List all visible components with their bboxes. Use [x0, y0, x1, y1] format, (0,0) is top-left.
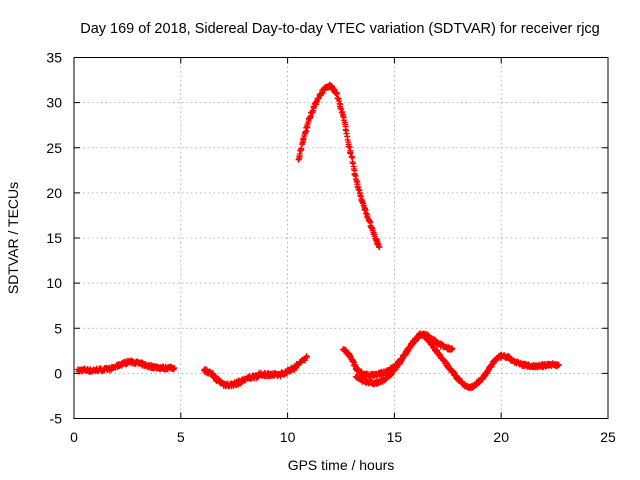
data-point: [345, 143, 352, 150]
series-arc-1: [74, 357, 178, 375]
data-point: [170, 366, 177, 373]
x-tick-label: 0: [70, 429, 78, 445]
data-point: [352, 362, 359, 369]
data-point: [417, 330, 424, 337]
series-arc-3: [295, 81, 383, 251]
y-tick-label: 5: [54, 320, 62, 336]
data-point: [555, 362, 562, 369]
data-point: [347, 150, 354, 157]
data-point: [303, 354, 310, 361]
x-tick-label: 15: [387, 429, 403, 445]
x-tick-label: 20: [493, 429, 509, 445]
data-point: [298, 145, 305, 152]
y-tick-label: 30: [46, 95, 62, 111]
data-point: [307, 114, 314, 121]
x-tick-label: 5: [177, 429, 185, 445]
data-point: [355, 186, 362, 193]
y-tick-label: -5: [50, 411, 63, 427]
data-point: [363, 210, 370, 217]
series-arc-6: [421, 332, 562, 392]
data-point: [429, 340, 436, 347]
grid: [74, 57, 608, 419]
y-tick-label: 25: [46, 140, 62, 156]
data-point: [337, 105, 344, 112]
x-axis-label: GPS time / hours: [288, 457, 395, 473]
y-tick-label: 35: [46, 50, 62, 66]
data-point: [376, 244, 383, 251]
y-axis-label: SDTVAR / TECUs: [5, 182, 21, 294]
axes: 0 5 10 15 20 25 -5 0 5 10 15 20 25 30 35: [46, 50, 616, 446]
data-point: [171, 364, 178, 371]
data-point: [449, 346, 456, 353]
series-arc-5: [352, 330, 424, 388]
plot-area: [74, 81, 562, 392]
y-tick-label: 0: [54, 365, 62, 381]
data-point: [342, 126, 349, 133]
y-tick-label: 20: [46, 185, 62, 201]
y-tick-label: 15: [46, 230, 62, 246]
x-tick-label: 10: [280, 429, 296, 445]
y-tick-label: 10: [46, 275, 62, 291]
x-tick-label: 25: [600, 429, 616, 445]
data-point: [426, 337, 433, 344]
data-point: [349, 160, 356, 167]
data-point: [351, 171, 358, 178]
chart-title: Day 169 of 2018, Sidereal Day-to-day VTE…: [80, 21, 600, 37]
data-point: [346, 144, 353, 151]
series-arc-2: [201, 353, 310, 390]
data-point: [349, 358, 356, 365]
